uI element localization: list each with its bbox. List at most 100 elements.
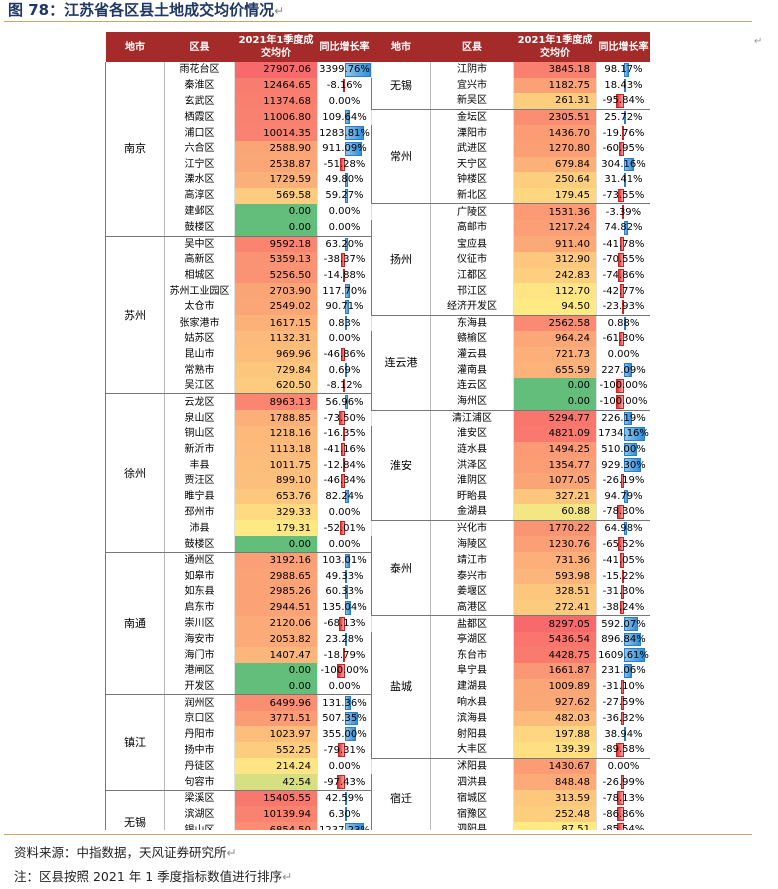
yoy-value: 31.41%	[604, 174, 643, 186]
yoy-cell: -41.78%	[596, 236, 650, 253]
district-cell: 海州区	[430, 393, 514, 411]
yoy-value: 82.24%	[325, 490, 364, 502]
yoy-value: 63.20%	[325, 238, 364, 250]
yoy-cell: -3.39%	[596, 203, 650, 220]
yoy-value: 109.64%	[322, 111, 367, 123]
district-cell: 玄武区	[164, 93, 235, 110]
yoy-value: -78.30%	[602, 506, 645, 518]
yoy-value: -41.05%	[602, 554, 645, 566]
yoy-positive-bar	[344, 173, 348, 187]
yoy-value: -70.55%	[602, 254, 645, 266]
table-row: 港闸区 0.00 -100.00% 阜宁县 1661.87 231.06%	[106, 663, 650, 679]
city-cell: 南京	[105, 62, 165, 237]
avg-price-cell: 0.00	[234, 536, 318, 553]
avg-price-cell: 87.51	[513, 822, 597, 830]
yoy-value: 94.79%	[604, 490, 643, 502]
district-cell: 泗阳县	[430, 822, 514, 830]
yoy-cell: 3399.76%	[317, 62, 372, 78]
table-row: 江宁区 2538.87 -51.28% 天宁区 679.84 304.16%	[106, 156, 650, 173]
yoy-positive-bar	[344, 395, 348, 410]
yoy-value: 0.00%	[328, 538, 361, 550]
avg-price-cell: 1113.18	[234, 441, 318, 458]
yoy-cell: -14.88%	[317, 267, 372, 284]
yoy-value: 0.00%	[607, 760, 640, 772]
avg-price-cell: 0.00	[513, 393, 597, 411]
yoy-cell: 592.07%	[596, 615, 650, 632]
yoy-negative-bar	[341, 253, 345, 267]
table-row: 镇江 润州区 6499.96 131.36% 响水县 927.62 -27.59%	[105, 694, 650, 791]
city-cell: 苏州	[105, 236, 165, 395]
avg-price-cell: 1217.24	[513, 219, 597, 237]
city-cell: 泰州	[371, 520, 431, 617]
yoy-cell: -79.31%	[317, 742, 372, 759]
yoy-cell: -26.19%	[596, 472, 650, 489]
yoy-cell: 117.70%	[317, 283, 372, 299]
district-cell: 响水县	[430, 694, 514, 711]
yoy-cell: 74.82%	[596, 219, 650, 237]
avg-price-cell: 2588.90	[234, 140, 318, 157]
avg-price-cell: 1407.47	[234, 647, 318, 664]
yoy-negative-bar	[621, 695, 624, 710]
yoy-value: -15.22%	[602, 570, 645, 582]
district-cell: 栖霞区	[164, 109, 235, 126]
district-cell: 新吴区	[430, 93, 514, 110]
district-cell: 高新区	[164, 252, 235, 268]
yoy-cell: -16.35%	[317, 426, 372, 442]
table-row: 句容市 42.54 -97.43% 泗洪县 848.48 -26.99%	[106, 774, 650, 791]
avg-price-cell: 5294.77	[513, 410, 597, 427]
table-row: 京口区 3771.51 507.35% 滨海县 482.03 -36.32%	[106, 710, 650, 727]
city-cell: 连云港	[371, 315, 431, 411]
avg-price-cell: 312.90	[513, 252, 597, 268]
yoy-cell: -60.95%	[596, 140, 650, 157]
district-cell: 建邺区	[164, 203, 235, 220]
source-note: 资料来源：中指数据，天风证券研究所↵	[14, 845, 237, 860]
yoy-cell: -15.22%	[596, 568, 650, 585]
district-cell: 如皋市	[164, 568, 235, 585]
avg-price-cell: 1218.16	[234, 426, 318, 442]
yoy-positive-bar	[344, 791, 348, 806]
yoy-value: 59.27%	[325, 190, 364, 202]
yoy-cell: 355.00%	[317, 726, 372, 743]
district-cell: 新沂市	[164, 441, 235, 458]
district-cell: 经济开发区	[430, 298, 514, 316]
district-cell: 淮阴区	[430, 472, 514, 489]
yoy-positive-bar	[623, 157, 634, 172]
table-row: 新沂市 1113.18 -41.16% 涟水县 1494.25 510.00%	[106, 441, 650, 458]
yoy-negative-bar	[340, 347, 345, 362]
yoy-value: -14.88%	[323, 270, 366, 282]
yoy-cell: 64.98%	[596, 520, 650, 537]
yoy-negative-bar	[342, 458, 345, 472]
avg-price-cell: 1023.97	[234, 726, 318, 743]
avg-price-cell: 5436.54	[513, 631, 597, 648]
yoy-value: -100.00%	[320, 665, 369, 677]
district-cell: 六合区	[164, 140, 235, 157]
district-cell: 启东市	[164, 599, 235, 616]
yoy-negative-bar	[617, 791, 624, 806]
yoy-cell: 1609.61%	[596, 647, 650, 664]
yoy-negative-bar	[340, 473, 345, 488]
district-cell: 丹阳市	[164, 726, 235, 743]
table-row: 常熟市 729.84 0.69% 灌南县 655.59 227.09%	[106, 362, 650, 378]
yoy-cell: -51.28%	[317, 156, 372, 173]
avg-price-cell: 272.41	[513, 599, 597, 617]
yoy-positive-bar	[344, 299, 350, 314]
yoy-cell: 226.19%	[596, 410, 650, 427]
district-cell: 京口区	[164, 710, 235, 727]
yoy-negative-bar	[338, 743, 345, 758]
district-cell: 铜山区	[164, 426, 235, 442]
yoy-cell: 0.00%	[317, 331, 372, 347]
yoy-cell: 31.41%	[596, 172, 650, 188]
yoy-value: 0.88%	[607, 317, 640, 329]
district-cell: 高港区	[430, 599, 514, 617]
yoy-negative-bar	[616, 823, 624, 830]
yoy-cell: -8.16%	[317, 77, 372, 94]
city-cell: 常州	[371, 109, 431, 205]
yoy-positive-bar	[344, 807, 347, 821]
yoy-value: 42.59%	[325, 793, 364, 805]
avg-price-cell: 5359.13	[234, 252, 318, 268]
table-row: 秦淮区 12464.65 -8.16% 宜兴市 1182.75 18.43%	[106, 77, 650, 94]
yoy-negative-bar	[618, 141, 624, 156]
yoy-cell: 0.00%	[317, 504, 372, 521]
yoy-value: 0.00%	[328, 95, 361, 107]
district-cell: 昆山市	[164, 346, 235, 363]
